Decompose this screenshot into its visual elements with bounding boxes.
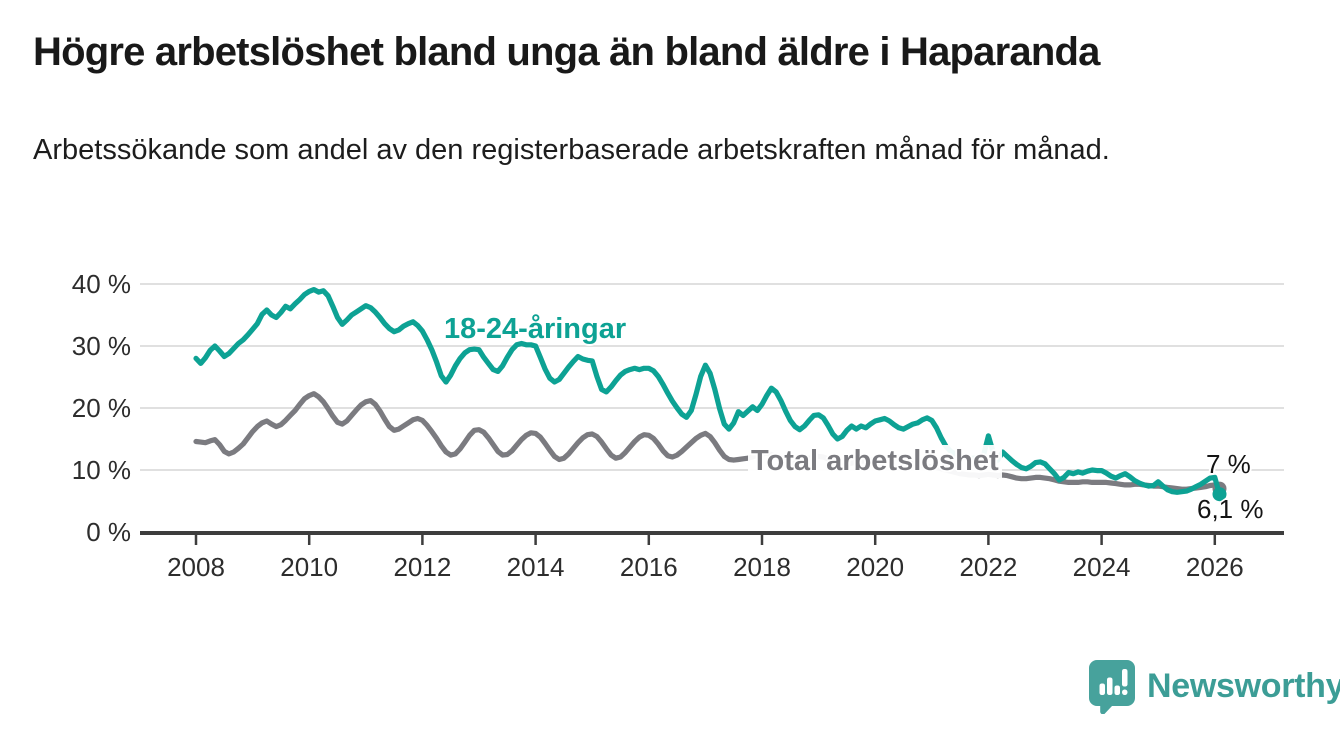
y-tick-label-20: 20 % — [72, 393, 131, 423]
y-tick-label-40: 40 % — [72, 269, 131, 299]
series-end-dot-youth — [1212, 487, 1227, 502]
y-tick-label-10: 10 % — [72, 455, 131, 485]
end-value-label-youth: 6,1 % — [1197, 494, 1264, 524]
chart-subtitle: Arbetssökande som andel av den registerb… — [33, 134, 1110, 166]
x-tick-label-2014: 2014 — [507, 552, 565, 582]
x-tick-label-2010: 2010 — [280, 552, 338, 582]
y-tick-label-0: 0 % — [86, 517, 131, 547]
x-tick-label-2012: 2012 — [393, 552, 451, 582]
y-tick-label-30: 30 % — [72, 331, 131, 361]
x-tick-label-2020: 2020 — [846, 552, 904, 582]
page-title: Högre arbetslöshet bland unga än bland ä… — [33, 30, 1100, 74]
x-tick-label-2008: 2008 — [167, 552, 225, 582]
newsworthy-logo: Newsworthy — [1087, 658, 1340, 715]
bar-chart-speech-bubble-icon — [1087, 658, 1137, 715]
series-label-total: Total arbetslöshet — [748, 445, 1002, 478]
end-value-label-total: 7 % — [1206, 449, 1251, 479]
series-line-youth — [193, 287, 1223, 497]
x-tick-label-2026: 2026 — [1186, 552, 1244, 582]
x-tick-label-2022: 2022 — [959, 552, 1017, 582]
series-label-youth: 18-24-åringar — [444, 313, 627, 345]
newsworthy-logo-text: Newsworthy — [1147, 666, 1340, 705]
x-tick-label-2018: 2018 — [733, 552, 791, 582]
x-tick-label-2016: 2016 — [620, 552, 678, 582]
series-line-total — [193, 391, 1223, 492]
x-tick-label-2024: 2024 — [1073, 552, 1131, 582]
